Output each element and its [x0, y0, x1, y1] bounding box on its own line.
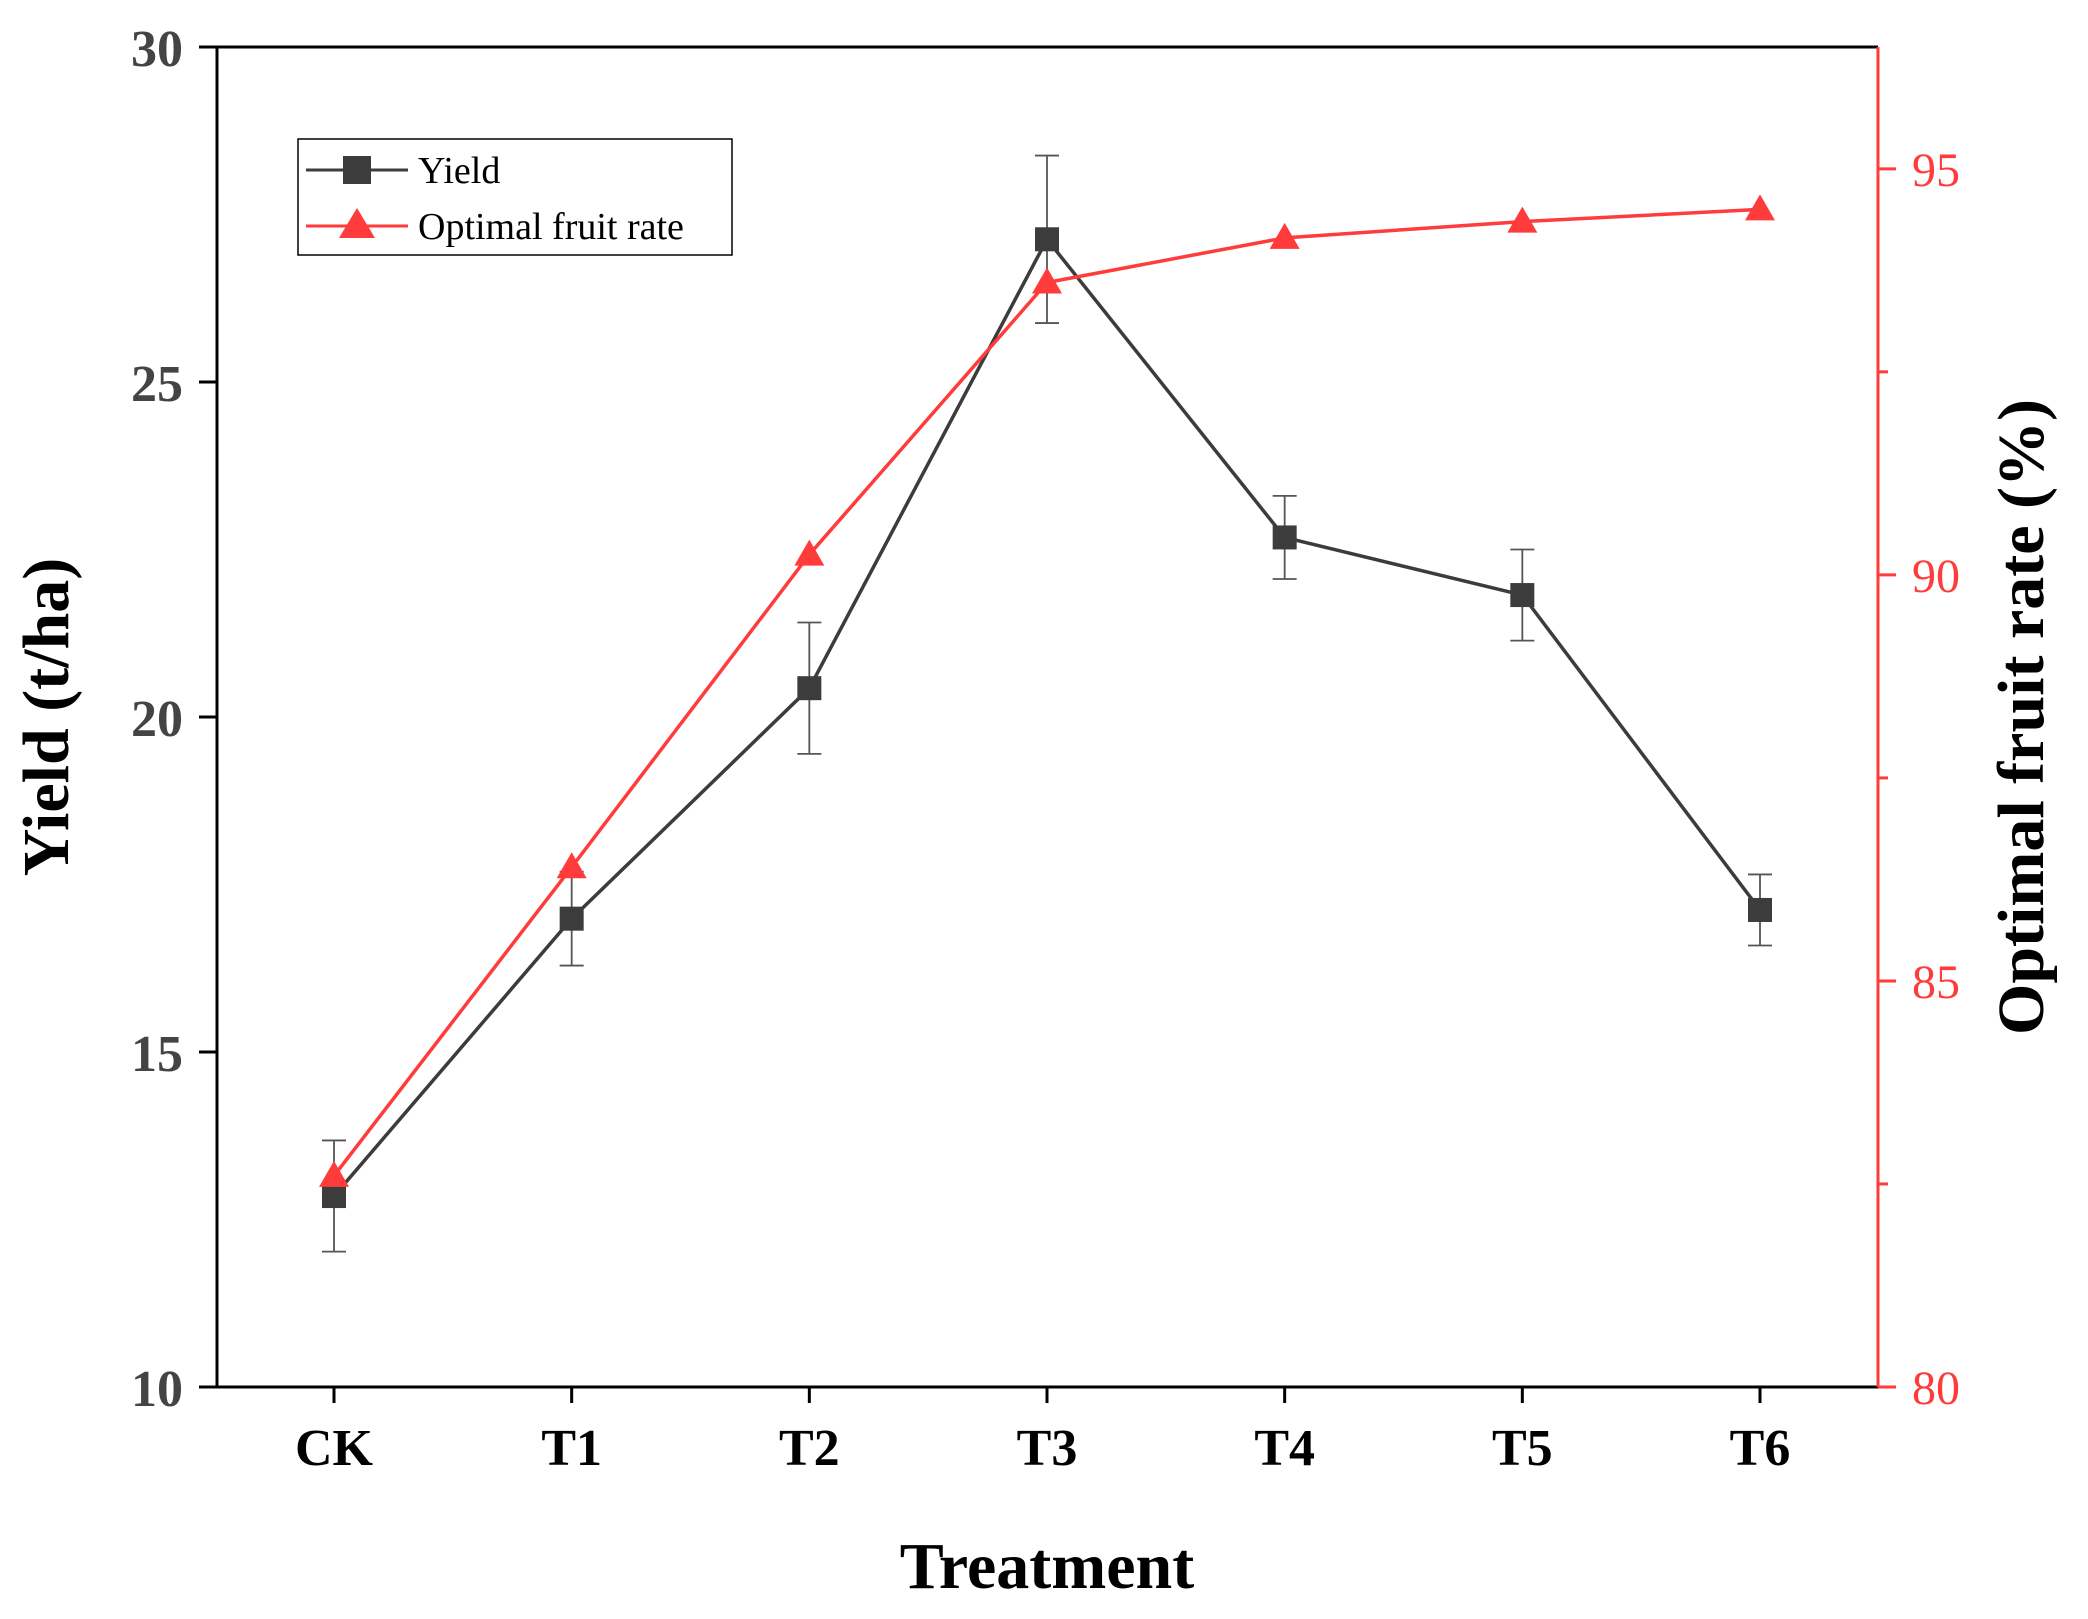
- y-left-tick-label-20: 20: [131, 691, 183, 748]
- optimal-fruit-rate-point-T6: [1745, 194, 1775, 221]
- legend-yield-marker: [343, 156, 371, 184]
- y-left-tick-label-30: 30: [131, 21, 183, 78]
- optimal-fruit-rate-point-T4: [1269, 222, 1300, 249]
- y-right-tick-label-80: 80: [1912, 1362, 1960, 1415]
- yield-point-T6: [1748, 897, 1772, 922]
- yield-point-CK: [322, 1184, 346, 1209]
- legend: Yield Optimal fruit rate: [297, 138, 733, 256]
- x-axis: CK T1 T2 T3 T4 T5 T6: [295, 1387, 1790, 1477]
- y-left-tick-label-25: 25: [131, 356, 183, 413]
- x-tick-label-CK: CK: [295, 1420, 374, 1477]
- legend-optimal-marker: [339, 208, 375, 238]
- yield-point-T5: [1510, 583, 1535, 608]
- optimal-fruit-rate-point-T1: [556, 852, 587, 879]
- x-axis-title: Treatment: [900, 1530, 1194, 1603]
- y-right-tick-label-85: 85: [1912, 956, 1960, 1009]
- x-tick-label-T5: T5: [1492, 1420, 1553, 1477]
- y-left-axis-title: Yield (t/ha): [10, 558, 83, 876]
- yield-point-T2: [797, 676, 822, 701]
- x-tick-label-T2: T2: [779, 1420, 840, 1477]
- legend-optimal-label: Optimal fruit rate: [418, 206, 684, 248]
- x-tick-label-T1: T1: [541, 1420, 602, 1477]
- x-tick-label-T3: T3: [1017, 1420, 1078, 1477]
- optimal-fruit-rate-point-T2: [794, 539, 825, 566]
- y-right-tick-label-90: 90: [1912, 550, 1960, 603]
- x-tick-label-T4: T4: [1254, 1420, 1315, 1477]
- yield-point-T1: [559, 906, 584, 931]
- y-right-axis-title: Optimal fruit rate (%): [1985, 399, 2058, 1035]
- yield-point-T4: [1272, 525, 1297, 550]
- x-tick-label-T6: T6: [1730, 1420, 1791, 1477]
- series-markers: [319, 194, 1775, 1209]
- y-left-tick-label-10: 10: [131, 1361, 183, 1418]
- optimal-fruit-rate-point-T5: [1507, 206, 1538, 233]
- legend-yield-label: Yield: [418, 150, 500, 192]
- y-left-tick-label-15: 15: [131, 1026, 183, 1083]
- y-right-tick-label-95: 95: [1912, 144, 1960, 197]
- yield-point-T3: [1035, 227, 1059, 252]
- optimal-fruit-rate-point-T3: [1032, 267, 1062, 294]
- optimal-fruit-rate-point-CK: [319, 1160, 349, 1187]
- y-right-axis: 80 85 90 95: [1878, 144, 1960, 1415]
- y-left-axis: 10 15 20 25 30: [131, 21, 217, 1418]
